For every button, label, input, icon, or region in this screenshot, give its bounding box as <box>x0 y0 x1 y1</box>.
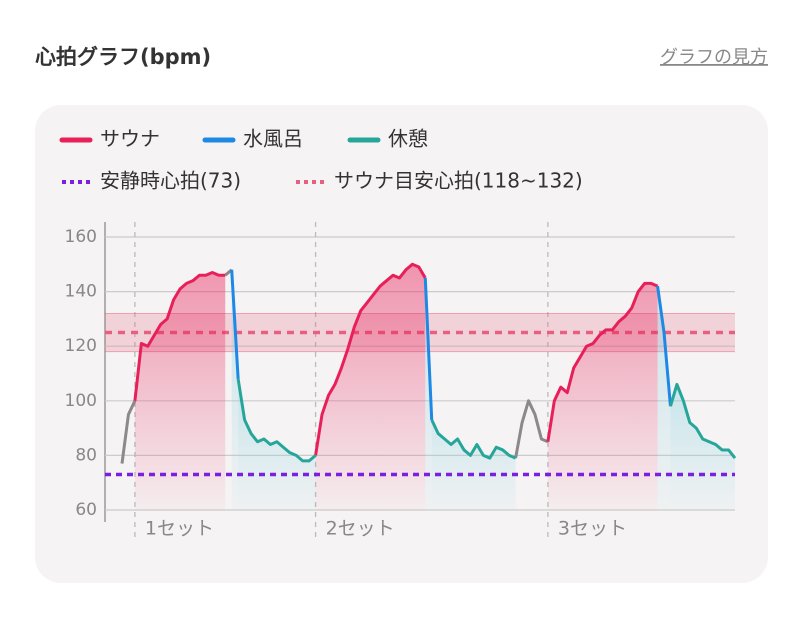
y-tick-label: 120 <box>65 336 97 356</box>
line <box>133 262 659 456</box>
area <box>134 264 658 510</box>
y-tick-label: 60 <box>75 500 97 520</box>
set-label: 2セット <box>326 518 395 540</box>
area <box>238 378 735 510</box>
y-tick-label: 80 <box>75 445 97 465</box>
title: 心拍グラフ(bpm) <box>35 45 211 69</box>
help-link[interactable]: グラフの見方 <box>660 47 768 68</box>
legend-label: サウナ <box>100 127 160 151</box>
y-tick-label: 140 <box>65 282 97 302</box>
line <box>236 378 737 463</box>
legend-label: 安静時心拍(73) <box>100 169 241 193</box>
legend-label: サウナ目安心拍(118~132) <box>334 169 583 193</box>
y-tick-label: 160 <box>65 227 97 247</box>
line <box>230 269 672 420</box>
set-label: 3セット <box>558 518 627 540</box>
legend-label: 休憩 <box>388 127 428 151</box>
legend-label: 水風呂 <box>243 127 303 151</box>
set-label: 1セット <box>145 518 214 540</box>
y-tick-label: 100 <box>65 391 97 411</box>
